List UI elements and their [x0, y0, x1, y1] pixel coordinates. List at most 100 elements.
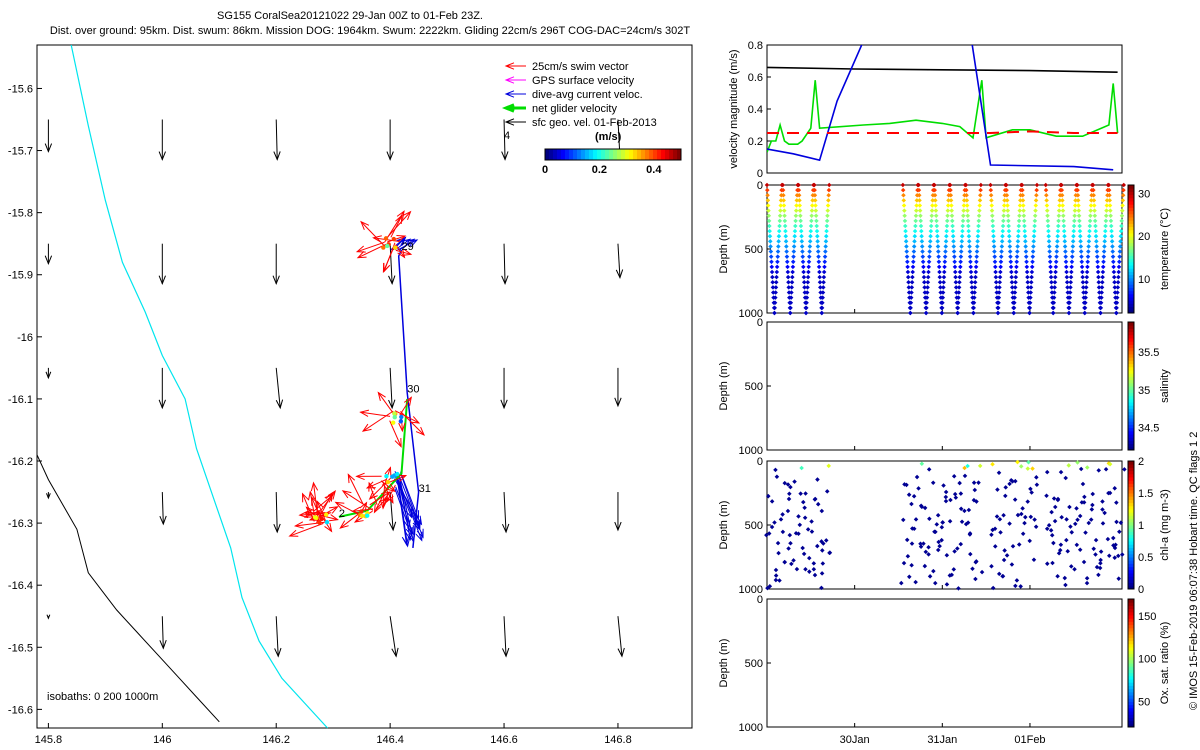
- profile-sample-point: [1103, 228, 1108, 234]
- map-y-tick-label: -15.8: [8, 208, 33, 220]
- profile-sample-point: [1011, 305, 1017, 311]
- swim-vector: [379, 485, 388, 510]
- dac-vector-shaft: [399, 238, 415, 251]
- profile-sample-point: [1117, 244, 1123, 249]
- profile-colorbar-cell: [1128, 582, 1134, 587]
- profile-sample-point: [996, 305, 1001, 311]
- surface-fix-dot: [381, 245, 386, 250]
- geo-velocity-arrow: [501, 243, 509, 286]
- profile-sample-point: [1112, 555, 1117, 560]
- profile-sample-point: [972, 290, 977, 295]
- geo-velocity-arrow: [158, 367, 166, 410]
- profile-sample-point: [993, 544, 998, 549]
- profile-colorbar-cell: [1128, 191, 1134, 196]
- legend-arrow-head: [504, 62, 515, 70]
- profile-sample-point: [905, 269, 911, 275]
- colorbar-cell: [669, 149, 674, 160]
- profile-sample-point: [1065, 290, 1071, 295]
- profile-colorbar-cell: [1128, 322, 1134, 326]
- profile-colorbar-cell: [1128, 541, 1134, 545]
- profile-sample-point: [1116, 576, 1121, 581]
- profile-sample-point: [819, 310, 825, 316]
- profile-colorbar-cell: [1128, 287, 1134, 292]
- profile-colorbar-cell: [1128, 226, 1134, 231]
- profile-sample-point: [780, 512, 785, 517]
- profile-sample-point: [1111, 264, 1116, 270]
- profile-sample-point: [910, 274, 915, 280]
- profile-colorbar-cell: [1128, 446, 1134, 451]
- swim-vector-head: [378, 497, 388, 507]
- geo-velocity-arrow-head: [273, 151, 281, 161]
- profile-colorbar-cell: [1128, 357, 1134, 361]
- profile-sample-point: [774, 274, 779, 280]
- profile-sample-point: [926, 259, 932, 265]
- profile-colorbar-cell: [1128, 370, 1134, 374]
- profile-sample-point: [1089, 198, 1094, 203]
- profile-sample-point: [969, 274, 974, 280]
- swim-vector-shaft: [381, 475, 407, 486]
- profile-sample-point: [1053, 259, 1059, 265]
- profile-sample-point: [955, 310, 960, 316]
- profile-sample-point: [1051, 540, 1056, 546]
- profile-colorbar-cell: [1128, 615, 1134, 619]
- profile-sample-point: [773, 290, 778, 295]
- dac-vector-head: [405, 508, 413, 519]
- profile-colorbar-cell: [1128, 379, 1134, 384]
- profile-colorbar-cell: [1128, 720, 1134, 725]
- profile-sample-point: [966, 507, 972, 513]
- profile-colorbar-cell: [1128, 220, 1134, 224]
- legend-arrow: [504, 76, 526, 84]
- surface-fix-dot: [365, 513, 370, 518]
- profile-sample-point: [993, 264, 998, 270]
- profile-sample-point: [1121, 187, 1126, 193]
- profile-sample-point: [1110, 254, 1116, 259]
- profile-sample-point: [821, 285, 826, 290]
- colorbar-cell: [565, 149, 570, 160]
- legend-arrow: [504, 62, 526, 70]
- dac-vector-head: [412, 520, 420, 531]
- profile-sample-point: [1059, 515, 1064, 520]
- profile-sample-point: [817, 269, 822, 275]
- profile-colorbar-label: salinity: [1159, 369, 1171, 403]
- geo-velocity-arrow-head: [388, 521, 397, 532]
- profile-sample-point: [1023, 239, 1028, 244]
- profile-sample-point: [1069, 264, 1074, 270]
- colorbar-cell: [557, 149, 562, 160]
- profile-y-tick-label: 0: [757, 594, 763, 606]
- profile-sample-point: [973, 269, 979, 275]
- profile-sample-point: [920, 259, 926, 265]
- geo-velocity-arrow-head: [46, 614, 51, 620]
- profile-sample-point: [1112, 290, 1118, 295]
- velocity-y-tick-label: 0.4: [748, 104, 763, 116]
- profile-sample-point: [1098, 300, 1104, 306]
- geo-velocity-arrow-head: [274, 647, 282, 658]
- swim-vector-shaft: [356, 241, 385, 253]
- profile-sample-point: [1078, 244, 1084, 249]
- profile-sample-point: [1112, 486, 1117, 491]
- profile-sample-point: [1117, 259, 1122, 265]
- profile-colorbar-cell: [1128, 366, 1134, 371]
- profile-sample-point: [1015, 459, 1020, 465]
- geo-velocity-arrow-shaft: [617, 243, 621, 278]
- profile-colorbar-cell: [1128, 255, 1134, 260]
- surface-fix-dot: [398, 419, 404, 424]
- profile-colorbar-cell: [1128, 363, 1134, 368]
- profile-sample-point: [1007, 481, 1012, 487]
- profile-sample-point: [1047, 259, 1053, 265]
- profile-sample-point: [1110, 249, 1115, 254]
- profile-y-label: Depth (m): [718, 639, 730, 688]
- profile-sample-point: [941, 280, 946, 285]
- map-y-tick-label: -15.7: [8, 146, 33, 158]
- profile-colorbar-cell: [1128, 464, 1134, 468]
- profile-sample-point: [997, 274, 1003, 280]
- profile-sample-point: [806, 264, 811, 270]
- geo-velocity-arrow-head: [386, 151, 394, 161]
- profile-sample-point: [1055, 233, 1060, 239]
- colorbar-cell: [573, 149, 578, 160]
- swim-vector-shaft: [306, 507, 322, 523]
- colorbar-cell: [545, 149, 550, 160]
- profile-sample-point: [811, 561, 817, 566]
- coastline: [36, 454, 220, 723]
- profile-colorbar-cell: [1128, 499, 1134, 504]
- profile-y-tick-label: 1000: [739, 584, 763, 596]
